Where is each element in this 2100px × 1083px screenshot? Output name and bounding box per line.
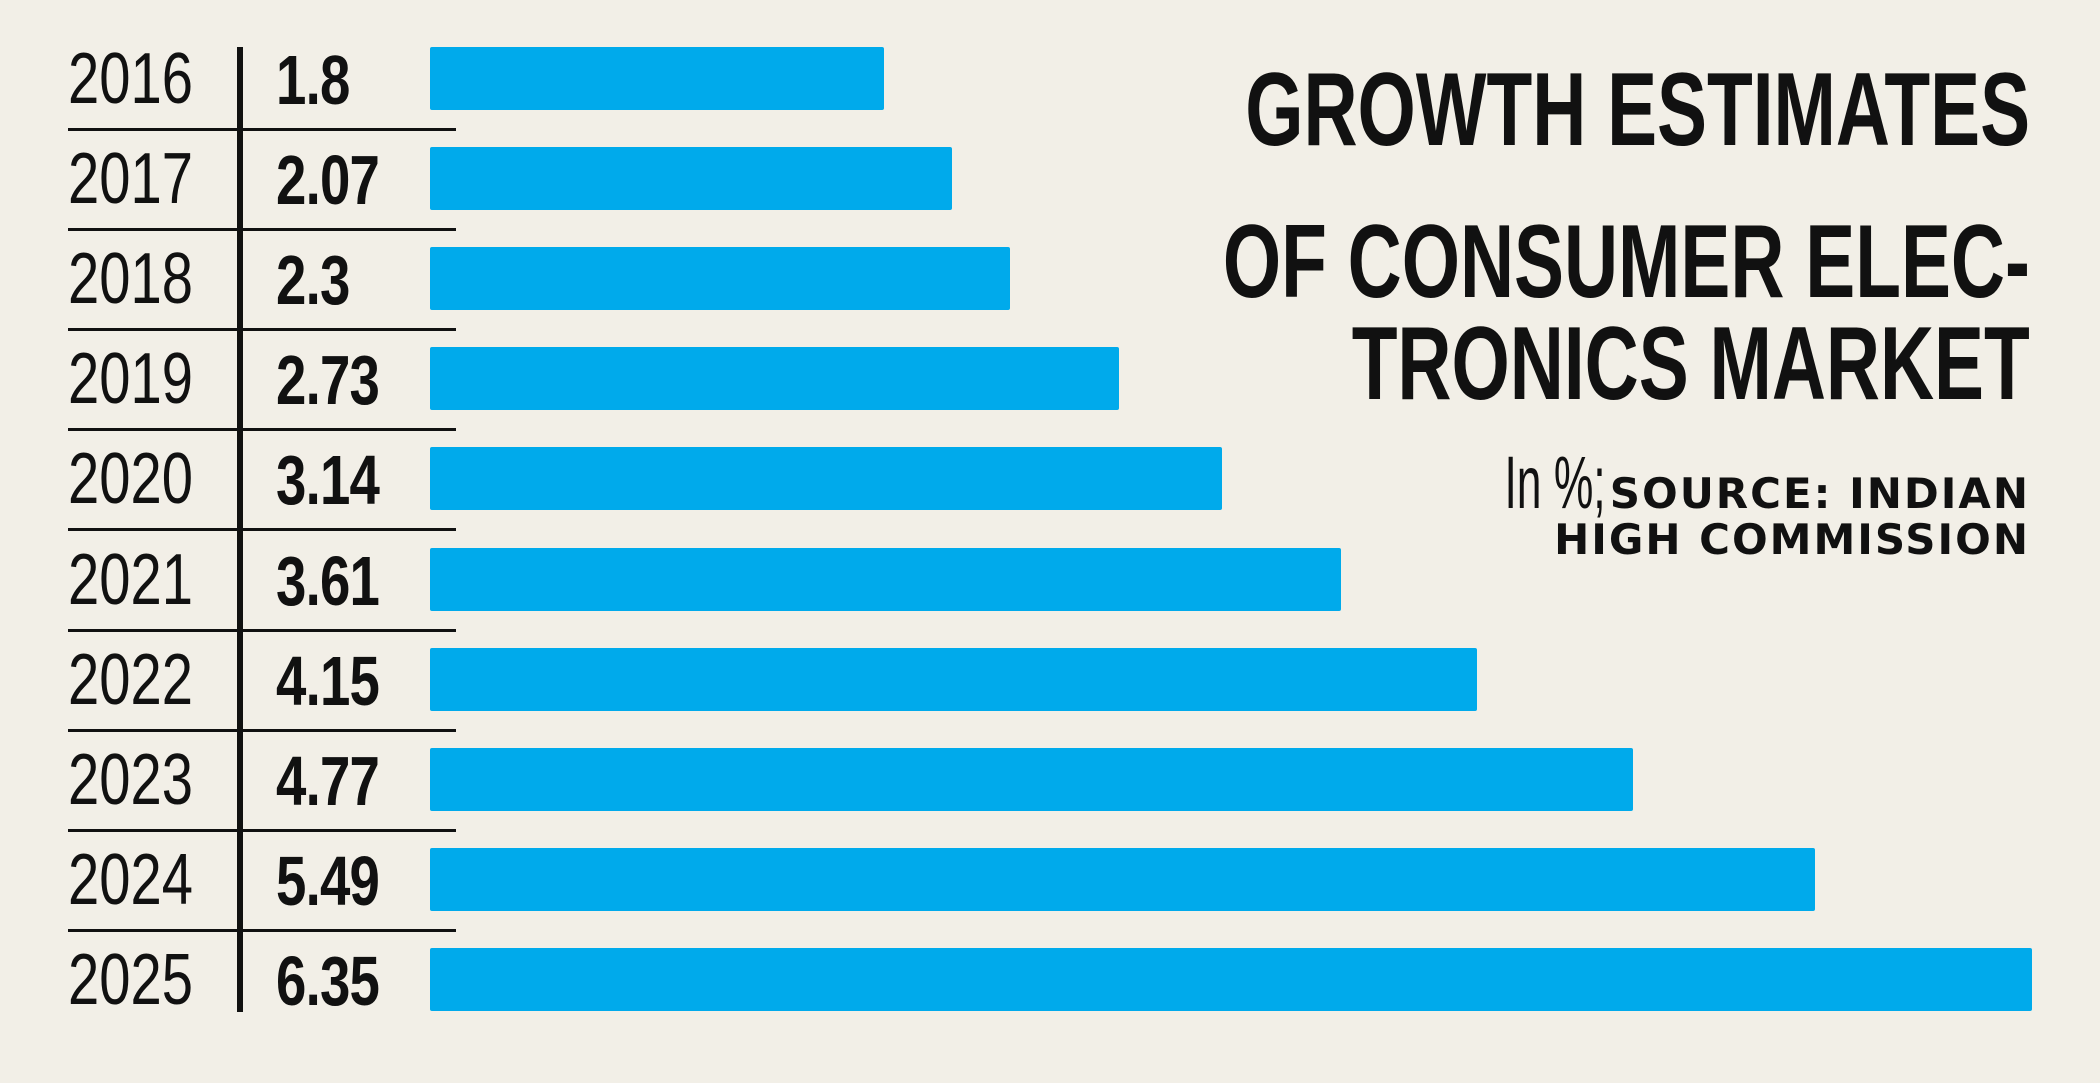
row-divider xyxy=(68,829,456,832)
row-divider xyxy=(68,128,456,131)
bar-2018 xyxy=(430,247,1010,311)
row-divider xyxy=(68,729,456,732)
data-label: 2.73 xyxy=(276,341,380,420)
bar-2025 xyxy=(430,947,2032,1011)
bar-2016 xyxy=(430,47,884,110)
row-divider xyxy=(68,929,456,932)
bar-2022 xyxy=(430,647,1477,711)
category-label: 2016 xyxy=(68,39,193,119)
row-divider xyxy=(68,528,456,531)
category-label: 2021 xyxy=(68,539,193,620)
bar-2024 xyxy=(430,847,1815,911)
category-label: 2018 xyxy=(68,239,193,320)
category-label: 2020 xyxy=(68,439,193,520)
bar-2017 xyxy=(430,147,952,211)
category-label: 2023 xyxy=(68,739,193,820)
bar-2023 xyxy=(430,747,1633,811)
data-label: 5.49 xyxy=(276,841,380,920)
row-divider xyxy=(68,328,456,331)
chart-subtitle: In %; SOURCE: INDIAN xyxy=(1437,440,2030,525)
category-label: 2025 xyxy=(68,939,193,1020)
data-label: 4.15 xyxy=(276,641,380,720)
chart-title-line-2: OF CONSUMER ELEC- xyxy=(1222,204,2030,320)
data-label: 6.35 xyxy=(276,941,380,1020)
chart-title-line-3: TRONICS MARKET xyxy=(1351,306,2030,422)
chart-title-line-1: GROWTH ESTIMATES xyxy=(1245,52,2030,168)
row-divider xyxy=(68,228,456,231)
source-label-line-1: SOURCE: INDIAN xyxy=(1609,469,2030,518)
data-label: 3.14 xyxy=(276,441,380,520)
bar-2019 xyxy=(430,347,1119,411)
category-label: 2017 xyxy=(68,139,193,220)
bar-2020 xyxy=(430,447,1222,511)
source-label-line-2: HIGH COMMISSION xyxy=(1554,515,2030,564)
data-label: 2.3 xyxy=(276,241,350,320)
data-label: 4.77 xyxy=(276,741,380,820)
category-label: 2022 xyxy=(68,639,193,720)
row-divider xyxy=(68,428,456,431)
category-label: 2024 xyxy=(68,839,193,920)
unit-label: In %; xyxy=(1504,441,1606,524)
row-divider xyxy=(68,629,456,632)
category-label: 2019 xyxy=(68,339,193,420)
data-label: 2.07 xyxy=(276,141,380,220)
data-label: 1.8 xyxy=(276,41,350,119)
bar-2021 xyxy=(430,547,1341,611)
data-label: 3.61 xyxy=(276,541,380,620)
